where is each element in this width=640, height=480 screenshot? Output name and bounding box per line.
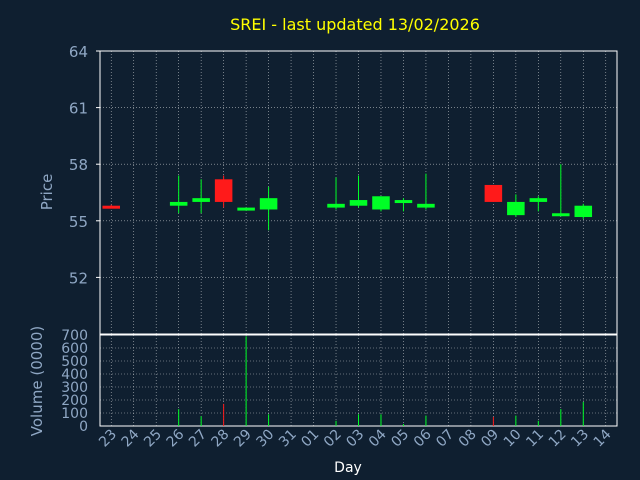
volume-tick-label: 400 [61, 367, 88, 383]
candle-body [372, 196, 390, 210]
volume-tick-label: 600 [61, 341, 88, 357]
x-axis-label: Day [334, 460, 362, 476]
volume-tick-label: 200 [61, 393, 88, 409]
volume-tick-label: 0 [79, 419, 88, 435]
price-panel: 52 55 58 61 64 [69, 43, 618, 335]
candle-body [484, 184, 503, 202]
candle-body [237, 207, 255, 211]
candle-body [259, 198, 278, 210]
candle-body [507, 201, 525, 216]
candle-body [169, 201, 188, 206]
price-tick-label: 52 [69, 269, 88, 287]
candle-body [552, 213, 570, 217]
volume-axis-label: Volume (0000) [28, 326, 46, 436]
candle-body [214, 179, 233, 202]
volume-tick-label: 500 [61, 354, 88, 370]
chart-title: SREI - last updated 13/02/2026 [230, 15, 480, 34]
x-axis: 2324252627282930310102030405060708091011… [96, 426, 614, 450]
price-tick-label: 55 [69, 213, 88, 231]
price-tick-label: 58 [69, 156, 88, 174]
candle-body [327, 203, 345, 208]
volume-tick-label: 300 [61, 380, 88, 396]
candle-body [349, 200, 368, 206]
candle-body [394, 200, 413, 204]
volume-tick-label: 700 [61, 328, 88, 344]
candle-body [102, 205, 121, 209]
candle-body [529, 198, 548, 202]
candle-body [574, 205, 593, 218]
candle-body [417, 203, 435, 208]
price-tick-label: 64 [69, 43, 88, 61]
candle-body [192, 198, 210, 202]
volume-tick-label: 100 [61, 406, 88, 422]
price-tick-label: 61 [69, 100, 88, 118]
price-axis-label: Price [38, 174, 56, 211]
